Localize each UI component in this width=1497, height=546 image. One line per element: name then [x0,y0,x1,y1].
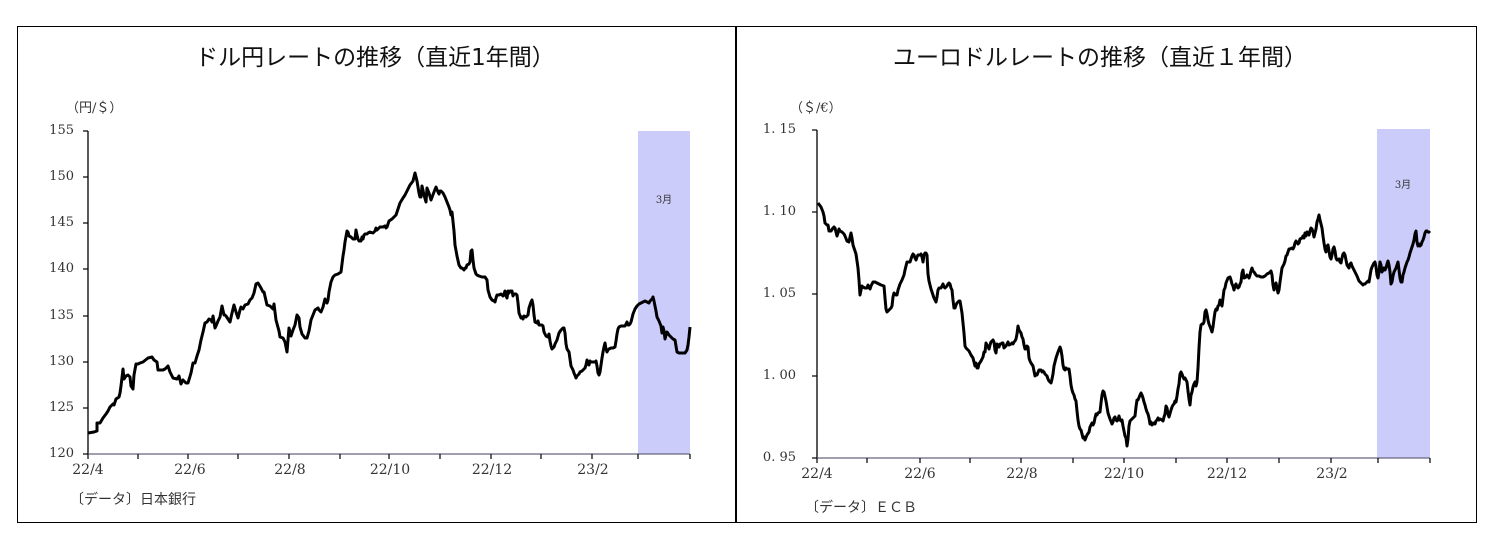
y-tick-label: 145 [49,215,74,230]
x-tick-label: 22/10 [369,462,411,478]
x-tick-label: 22/8 [274,462,306,478]
data-source: 〔データ〕日本銀行 [70,492,196,508]
y-tick-label: 120 [49,446,74,461]
usd-jpy-line [87,171,692,435]
x-tick-label: 22/12 [471,462,513,478]
y-tick-label: 1. 05 [762,286,796,301]
chart-title: ユーロドルレートの推移（直近１年間） [893,45,1307,71]
x-tick-label: 22/10 [1103,466,1145,482]
march-band-label: 3月 [655,195,673,206]
march-band [638,131,690,454]
x-tick-label: 22/6 [904,466,936,482]
figure-frame [17,26,1477,523]
panel-divider [735,26,737,523]
y-tick-label: 1. 10 [762,204,796,219]
x-tick-label: 22/12 [1206,466,1248,482]
y-tick-label: 130 [49,354,74,369]
x-tick-label: 23/2 [1316,466,1348,482]
y-tick-label: 155 [49,123,74,138]
x-tick-label: 22/8 [1006,466,1038,482]
x-tick-label: 22/4 [801,466,833,482]
y-tick-label: 140 [49,261,74,276]
y-tick-label: 1. 15 [762,122,796,137]
eur-usd-line [816,202,1432,448]
y-tick-label: 135 [49,308,74,323]
x-tick-label: 23/2 [577,462,609,478]
y-tick-label: 1. 00 [762,368,796,383]
y-axis-unit: （＄/€） [790,101,842,116]
march-band [1377,129,1430,458]
x-tick-label: 22/6 [174,462,206,478]
y-tick-label: 0. 95 [762,450,796,465]
chart-title: ドル円レートの推移（直近1年間） [195,45,555,71]
plot-area [83,130,692,459]
y-tick-label: 150 [49,169,74,184]
y-tick-label: 125 [49,400,74,415]
data-source: 〔データ〕ＥＣＢ [805,500,917,516]
y-axis-unit: （円/＄） [66,101,123,116]
x-tick-label: 22/4 [72,462,104,478]
march-band-label: 3月 [1394,180,1412,191]
